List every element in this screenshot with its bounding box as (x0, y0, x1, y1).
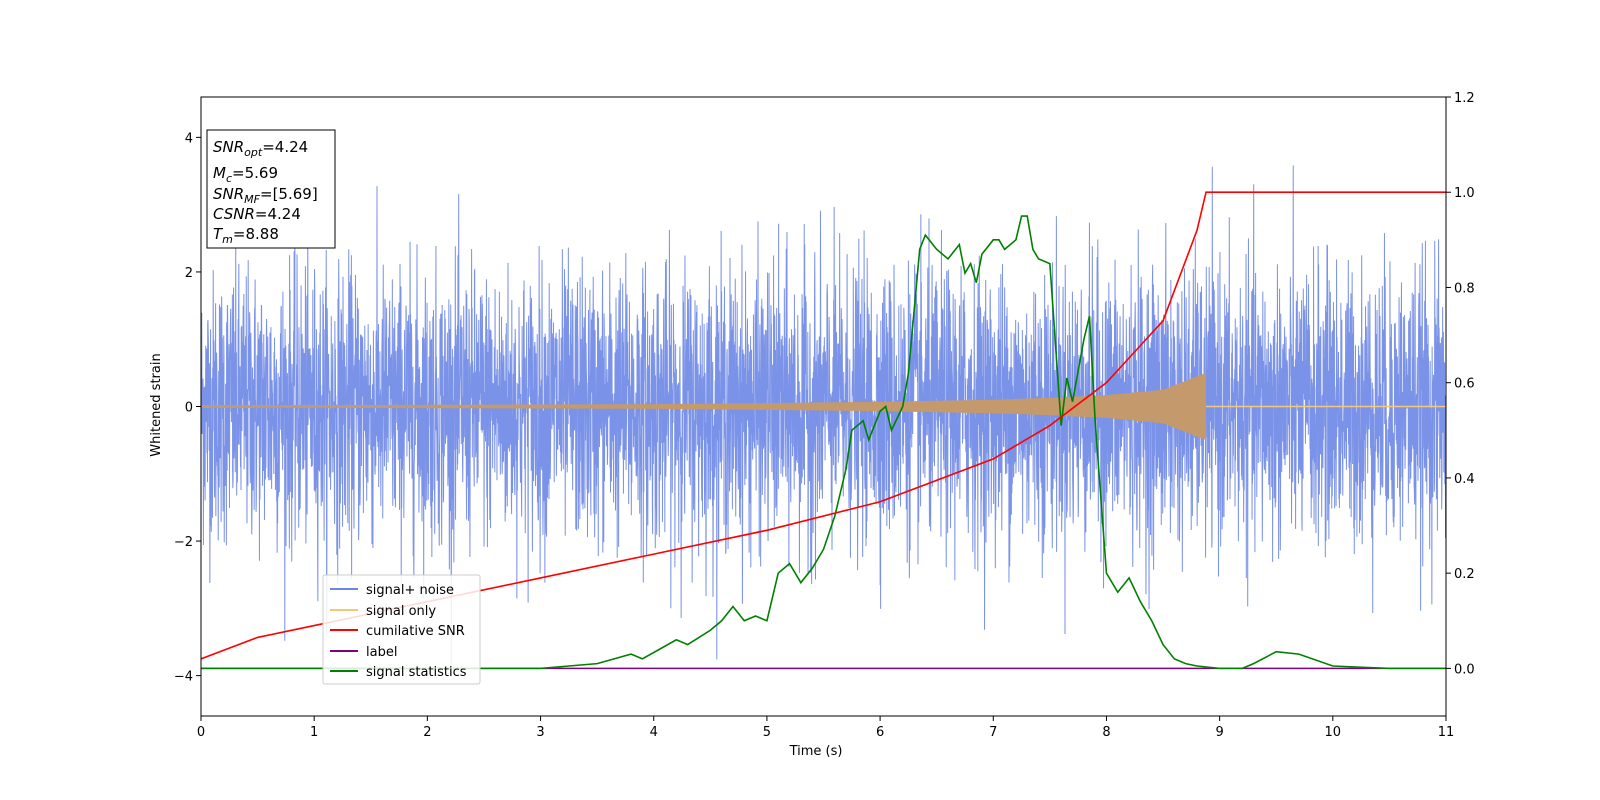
x-tick-label: 0 (197, 725, 205, 740)
legend: signal+ noise signal only cumilative SNR… (322, 574, 481, 685)
info-snr-mf: SNRMF=[5.69] (213, 185, 318, 206)
legend-label-signal-only: signal only (366, 604, 436, 619)
y2-tick-label: 0.4 (1454, 472, 1475, 487)
y2-tick-label: 1.0 (1454, 186, 1475, 201)
signal-statistics-line (201, 215, 1446, 670)
y2-tick-label: 0.0 (1454, 662, 1475, 677)
y-tick-label: −2 (174, 535, 193, 550)
info-box: SNRopt=4.24 Mc=5.69 SNRMF=[5.69] CSNR=4.… (206, 129, 336, 249)
legend-label-signal-statistics: signal statistics (366, 665, 467, 680)
x-tick-label: 7 (989, 725, 997, 740)
info-snr-opt: SNRopt=4.24 (213, 138, 308, 159)
y2-tick-label: 1.2 (1454, 91, 1475, 106)
signal-noise-line (201, 165, 1446, 678)
info-tm: Tm=8.88 (213, 225, 279, 246)
legend-label-signal-noise: signal+ noise (366, 583, 454, 598)
y-tick-label: 0 (185, 401, 193, 416)
y-tick-label: 2 (185, 266, 193, 281)
x-tick-label: 3 (536, 725, 544, 740)
x-tick-label: 10 (1325, 725, 1342, 740)
y-tick-label: −4 (174, 670, 193, 685)
legend-label-cumulative-snr: cumilative SNR (366, 624, 465, 639)
y-axis-label: Whitened strain (149, 353, 164, 456)
info-box-frame (206, 129, 336, 249)
signal-only-series (201, 372, 1446, 441)
info-csnr: CSNR=4.24 (213, 205, 301, 223)
signal-noise-series (201, 165, 1446, 678)
y2-tick-label: 0.6 (1454, 377, 1475, 392)
y2-tick-label: 0.8 (1454, 281, 1475, 296)
x-tick-label: 1 (310, 725, 318, 740)
x-tick-label: 9 (1215, 725, 1223, 740)
x-tick-label: 5 (763, 725, 771, 740)
signal-only-band (201, 372, 1207, 441)
legend-label-label: label (366, 645, 397, 660)
x-tick-label: 2 (423, 725, 431, 740)
x-tick-label: 6 (876, 725, 884, 740)
x-tick-label: 11 (1438, 725, 1455, 740)
x-tick-label: 4 (650, 725, 658, 740)
info-mc: Mc=5.69 (213, 164, 278, 185)
axis-ticks: 0 1 2 3 4 5 6 7 8 9 10 11 −4 −2 0 2 4 0.0 0.2 0.4 0.6 0.8 1.0 1… (174, 91, 1475, 740)
legend-frame (322, 574, 481, 685)
x-axis-label: Time (s) (789, 744, 843, 759)
x-tick-label: 8 (1102, 725, 1110, 740)
y-tick-label: 4 (185, 131, 193, 146)
y2-tick-label: 0.2 (1454, 567, 1475, 582)
